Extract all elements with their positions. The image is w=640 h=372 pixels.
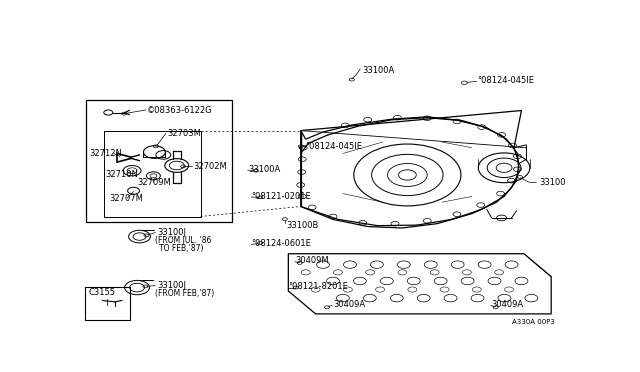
Text: 33100J: 33100J <box>157 228 186 237</box>
Text: 30409A: 30409A <box>333 300 365 309</box>
Text: °08124-0601E: °08124-0601E <box>251 239 311 248</box>
Text: 30409A: 30409A <box>492 300 524 309</box>
Text: 32707M: 32707M <box>110 194 143 203</box>
Text: 33100J: 33100J <box>157 281 186 290</box>
Bar <box>104 131 200 217</box>
Text: (FROM FEB,’87): (FROM FEB,’87) <box>156 289 214 298</box>
Text: TO FEB,’87): TO FEB,’87) <box>159 244 204 253</box>
Text: ©08363-6122G: ©08363-6122G <box>147 106 212 115</box>
Text: °08121-8201E: °08121-8201E <box>288 282 348 291</box>
Text: (FROM JUL. ’86: (FROM JUL. ’86 <box>156 236 212 246</box>
Bar <box>85 287 129 320</box>
Text: 32709M: 32709M <box>137 178 171 187</box>
Bar <box>86 100 232 222</box>
Text: 32702M: 32702M <box>193 162 227 171</box>
Text: °08124-045IE: °08124-045IE <box>306 142 363 151</box>
Text: °08121-0201E: °08121-0201E <box>251 192 311 201</box>
Text: 32710N: 32710N <box>105 170 138 179</box>
Text: °08124-045IE: °08124-045IE <box>477 76 534 85</box>
Text: 33100A: 33100A <box>363 66 395 75</box>
Text: A330A 00P3: A330A 00P3 <box>511 320 554 326</box>
Text: 32703M: 32703M <box>167 129 201 138</box>
Text: 30409M: 30409M <box>296 256 330 265</box>
Text: C3155: C3155 <box>89 288 116 297</box>
Text: 33100: 33100 <box>539 178 565 187</box>
Text: 33100B: 33100B <box>286 221 318 230</box>
Text: 33100A: 33100A <box>249 165 281 174</box>
Text: 32712N: 32712N <box>89 149 122 158</box>
